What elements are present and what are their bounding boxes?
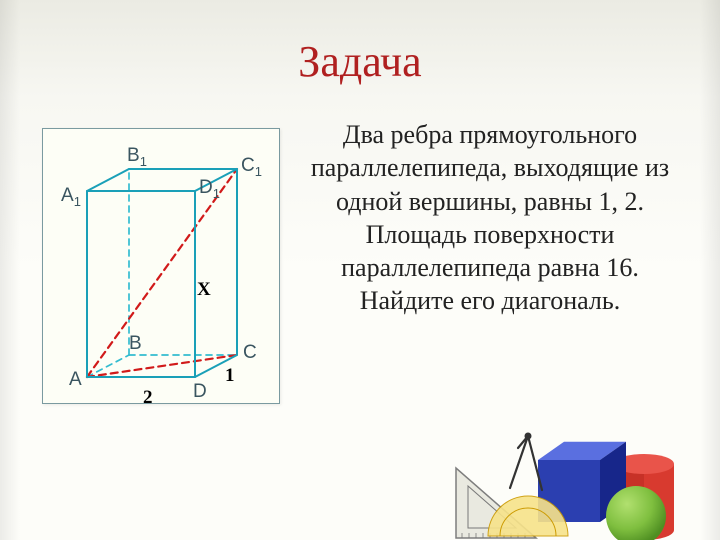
corner-decorations: [420, 340, 720, 540]
problem-text: Два ребра прямоугольного параллелепипеда…: [310, 118, 670, 318]
vertex-A: A: [69, 369, 82, 391]
vertex-B: B: [129, 333, 142, 355]
problem-title: Задача: [0, 36, 720, 87]
vertex-D: D: [193, 381, 207, 403]
measure-edge_AD: 2: [143, 387, 153, 409]
measure-height_X: X: [197, 279, 211, 301]
vertex-C: C: [243, 342, 257, 364]
vertex-C1: C1: [241, 155, 262, 179]
vertex-B1: B1: [127, 145, 147, 169]
vertex-A1: A1: [61, 185, 81, 209]
diagram-frame: ADCBA1D1C1B1 21X: [42, 128, 280, 404]
measure-edge_DC: 1: [225, 365, 235, 387]
vertex-D1: D1: [199, 177, 220, 201]
